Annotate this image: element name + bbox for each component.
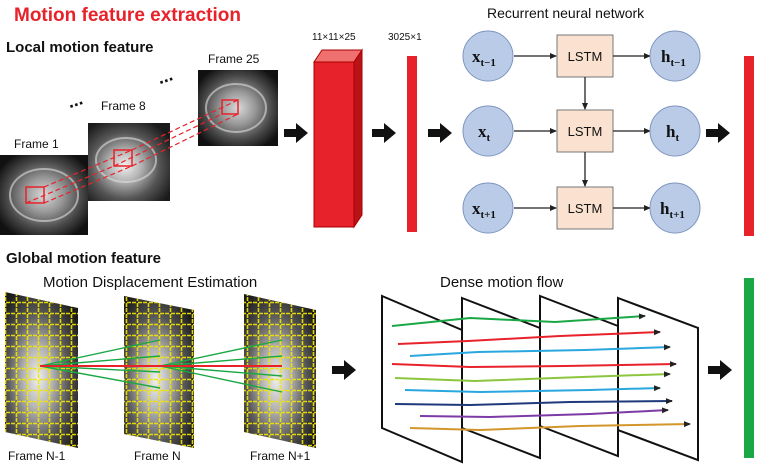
frame-8-label: Frame 8 bbox=[101, 99, 146, 113]
rnn-row-2: xt+1 LSTM ht+1 bbox=[462, 182, 701, 234]
rnn-title: Recurrent neural network bbox=[487, 5, 645, 21]
rnn-output-node-1 bbox=[649, 105, 701, 157]
arrow-to-dense-flow bbox=[332, 360, 356, 380]
roi-connectors bbox=[25, 99, 239, 204]
ellipsis-2: ... bbox=[155, 64, 175, 88]
arrow-to-local-output bbox=[706, 123, 730, 143]
svg-text:ht−1: ht−1 bbox=[661, 47, 686, 69]
feature-vector-bar bbox=[407, 56, 417, 232]
lstm-label-1: LSTM bbox=[568, 124, 603, 139]
svg-text:ht: ht bbox=[666, 122, 679, 144]
arrow-to-block bbox=[284, 123, 308, 143]
mde-frame-n-minus-1 bbox=[5, 292, 78, 448]
svg-text:ht+1: ht+1 bbox=[660, 199, 685, 221]
rnn-output-sub-2: t+1 bbox=[669, 209, 684, 221]
svg-text:xt: xt bbox=[478, 122, 491, 144]
rnn-input-sub-0: t−1 bbox=[481, 57, 496, 69]
global-output-bar bbox=[744, 278, 754, 458]
local-output-bar bbox=[744, 56, 754, 236]
frame-1-label: Frame 1 bbox=[14, 137, 59, 151]
flow-title: Dense motion flow bbox=[440, 274, 564, 291]
global-heading: Global motion feature bbox=[6, 250, 161, 267]
rnn-output-label-0: h bbox=[661, 47, 671, 66]
vector-size-label: 3025×1 bbox=[388, 32, 422, 43]
rnn-input-node-2 bbox=[462, 182, 514, 234]
rnn-output-node-0 bbox=[649, 30, 701, 82]
frame-25-image bbox=[198, 70, 278, 146]
rnn-row-1: xt LSTM ht bbox=[462, 105, 701, 157]
rnn-input-node-1 bbox=[462, 105, 514, 157]
mde-frame-n-plus-1 bbox=[244, 294, 316, 448]
arrow-to-vector bbox=[372, 123, 396, 143]
arrow-to-global-output bbox=[708, 360, 732, 380]
rnn-output-sub-0: t−1 bbox=[670, 57, 685, 69]
feature-block-3d bbox=[313, 48, 363, 229]
rnn-input-node-0 bbox=[462, 30, 514, 82]
rnn-output-node-2 bbox=[649, 182, 701, 234]
lstm-label-0: LSTM bbox=[568, 49, 603, 64]
lstm-cell-1 bbox=[556, 109, 614, 153]
mde-title: Motion Displacement Estimation bbox=[43, 274, 257, 291]
lstm-cell-2 bbox=[556, 186, 614, 230]
rnn-input-sub-2: t+1 bbox=[481, 209, 496, 221]
rnn-output-label-2: h bbox=[660, 199, 670, 218]
rnn-output-label-1: h bbox=[666, 122, 676, 141]
ellipsis-1: ... bbox=[65, 88, 85, 112]
rnn-input-label-0: x bbox=[472, 47, 481, 66]
svg-text:xt−1: xt−1 bbox=[472, 47, 496, 69]
mde-frame-label-1: Frame N bbox=[134, 449, 181, 463]
rnn-output-sub-1: t bbox=[675, 132, 679, 144]
arrow-to-rnn bbox=[428, 123, 452, 143]
svg-text:xt+1: xt+1 bbox=[472, 199, 496, 221]
block-size-label: 11×11×25 bbox=[312, 32, 356, 43]
mde-frame-label-0: Frame N-1 bbox=[8, 449, 66, 463]
frame-8-image bbox=[88, 123, 170, 201]
rnn-input-label-2: x bbox=[472, 199, 481, 218]
mde-frame-label-2: Frame N+1 bbox=[250, 449, 311, 463]
rnn-input-label-1: x bbox=[478, 122, 487, 141]
displacement-lines bbox=[39, 339, 283, 393]
rnn-input-sub-1: t bbox=[487, 132, 491, 144]
dense-flow-arrows bbox=[391, 313, 691, 432]
rnn-row-0: xt−1 LSTM ht−1 bbox=[462, 30, 701, 82]
lstm-cell-0 bbox=[556, 34, 614, 78]
lstm-label-2: LSTM bbox=[568, 201, 603, 216]
frame-25-label: Frame 25 bbox=[208, 52, 260, 66]
page-title: Motion feature extraction bbox=[14, 5, 241, 26]
local-heading: Local motion feature bbox=[6, 39, 154, 56]
